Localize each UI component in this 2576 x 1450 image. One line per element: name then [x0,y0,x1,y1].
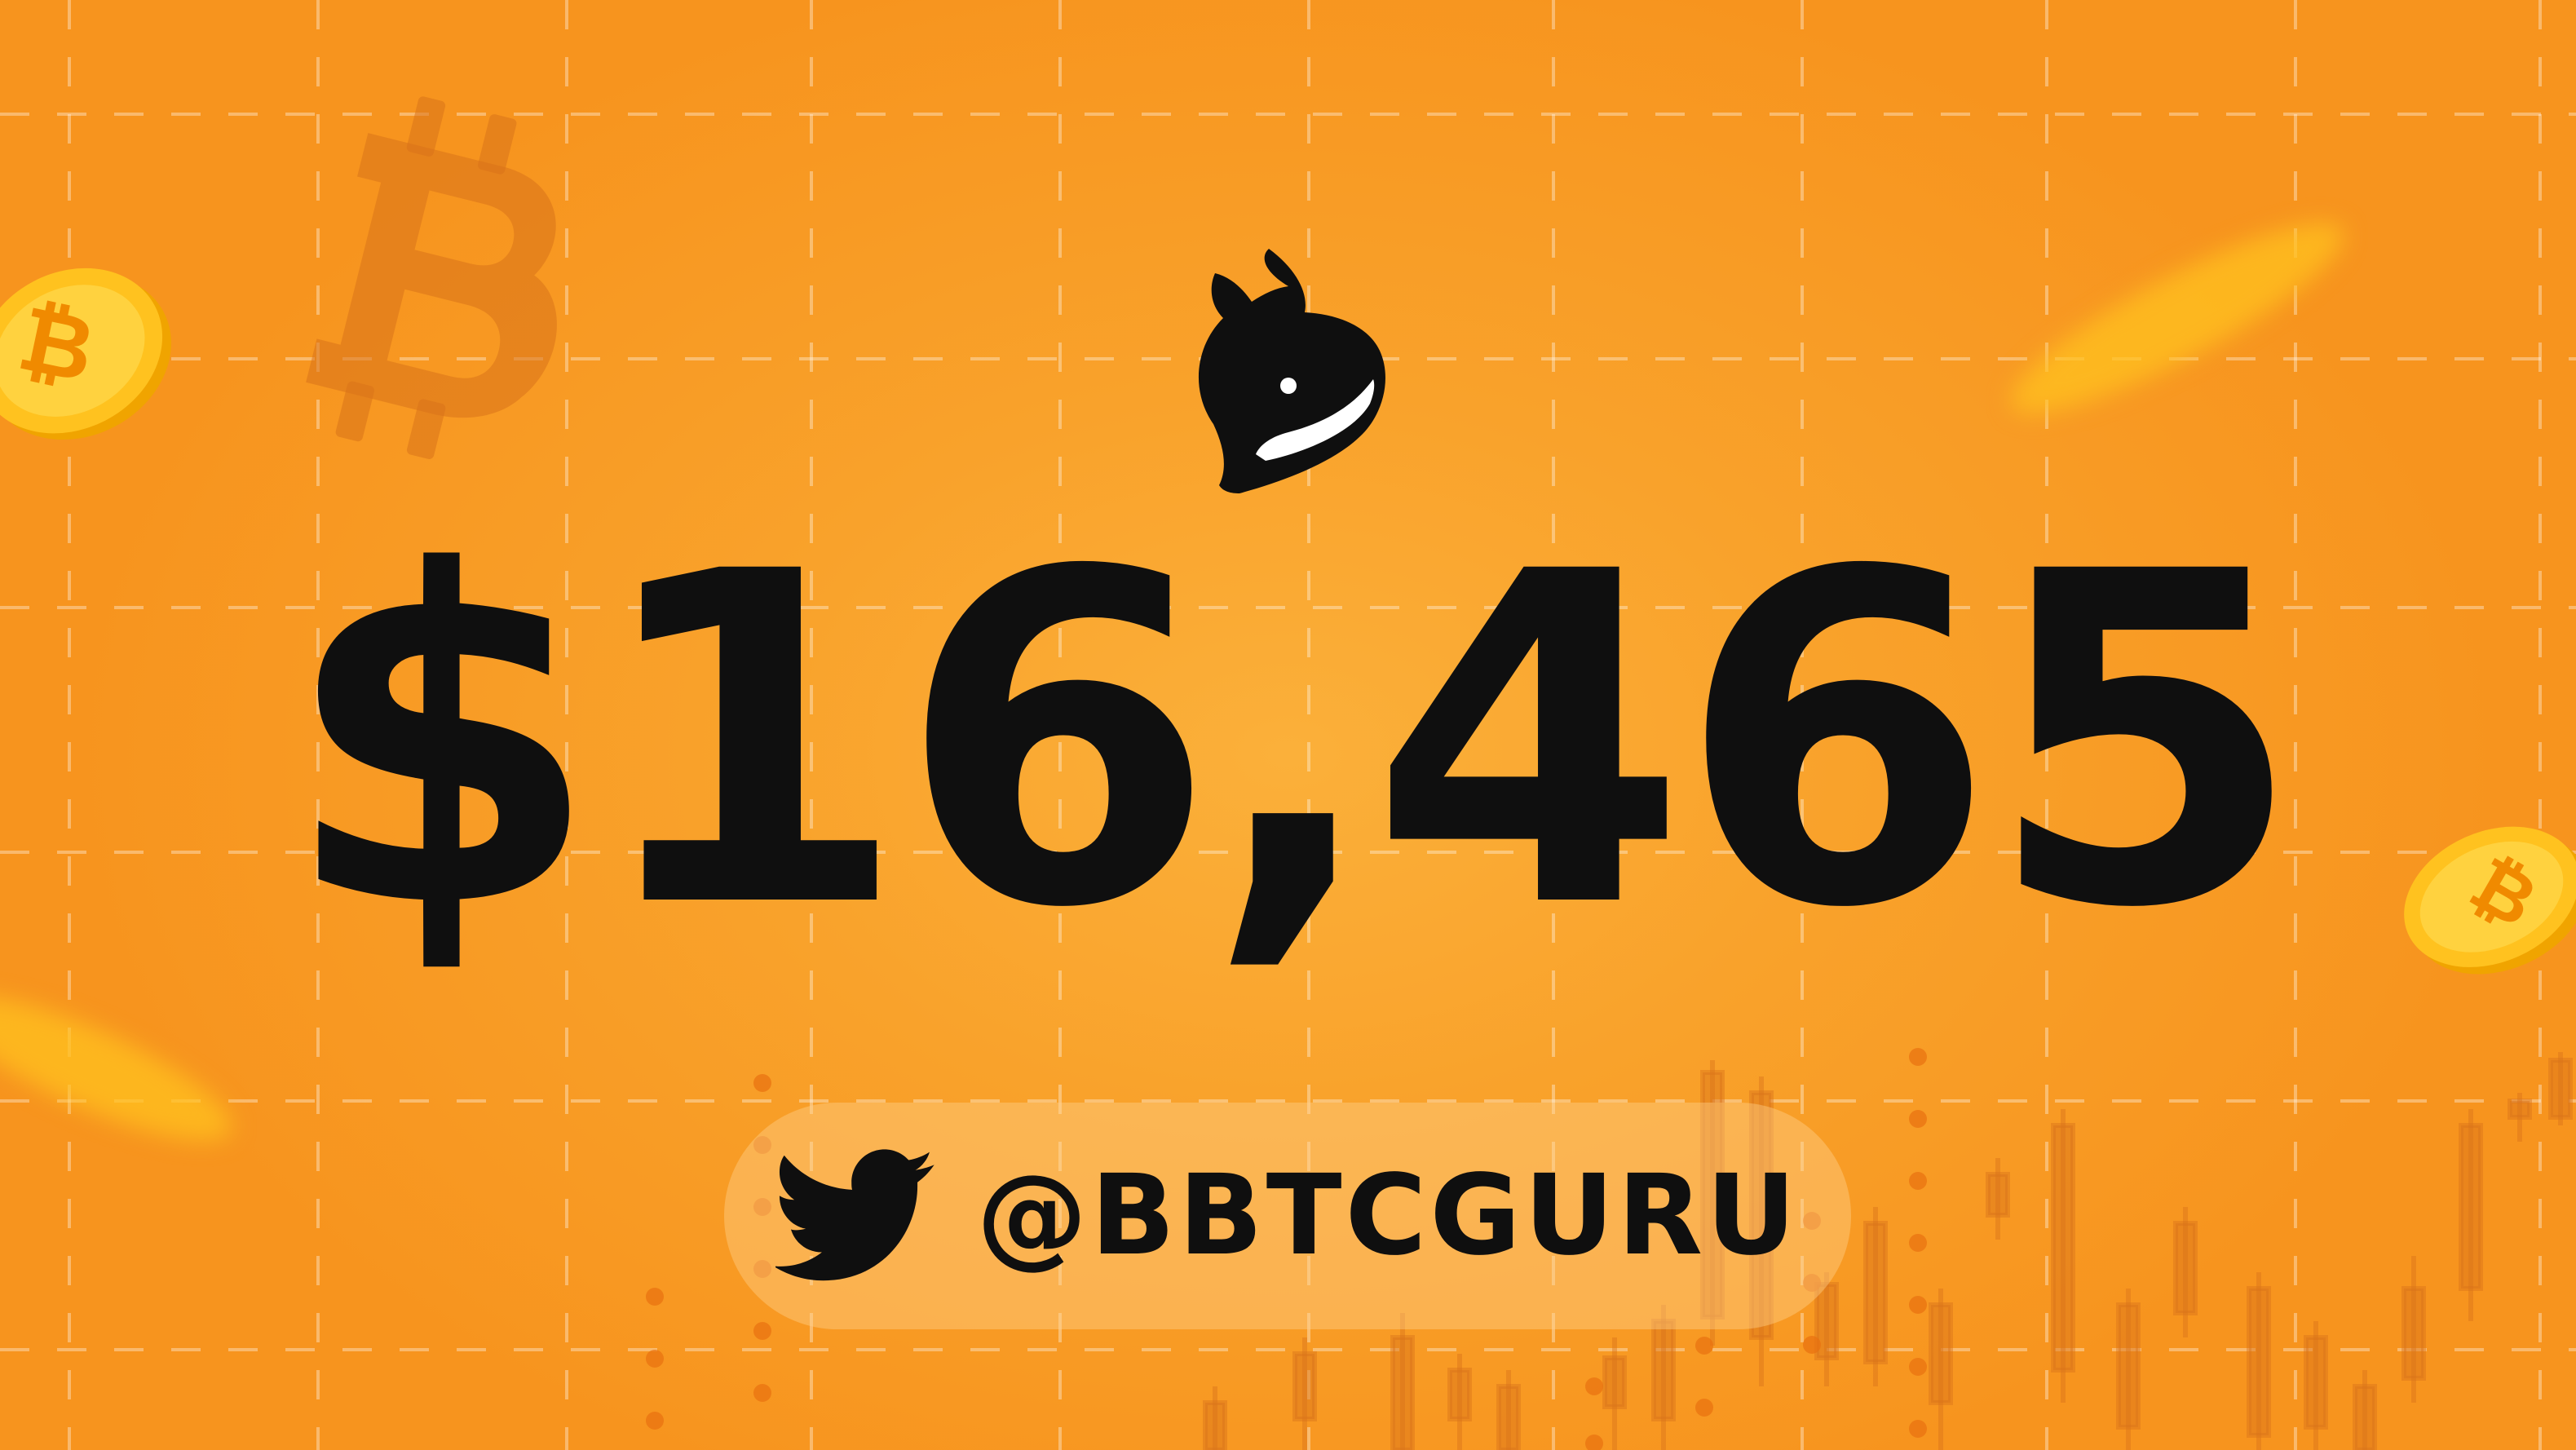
bitcoin-coin-icon: ₿ [0,267,171,440]
twitter-bird-icon [775,1149,935,1281]
twitter-handle-text: @BBTCGURU [976,1152,1800,1280]
bitcoin-logo-icon [306,96,557,459]
twitter-handle-badge[interactable]: @BBTCGURU [724,1103,1851,1329]
whale-icon [1198,249,1385,493]
price-value: $16,465 [282,476,2304,1008]
blurred-coin-icon [2010,223,2344,413]
bitcoin-coin-icon: ₿ [2404,826,2576,975]
blurred-coin-icon [0,996,232,1141]
